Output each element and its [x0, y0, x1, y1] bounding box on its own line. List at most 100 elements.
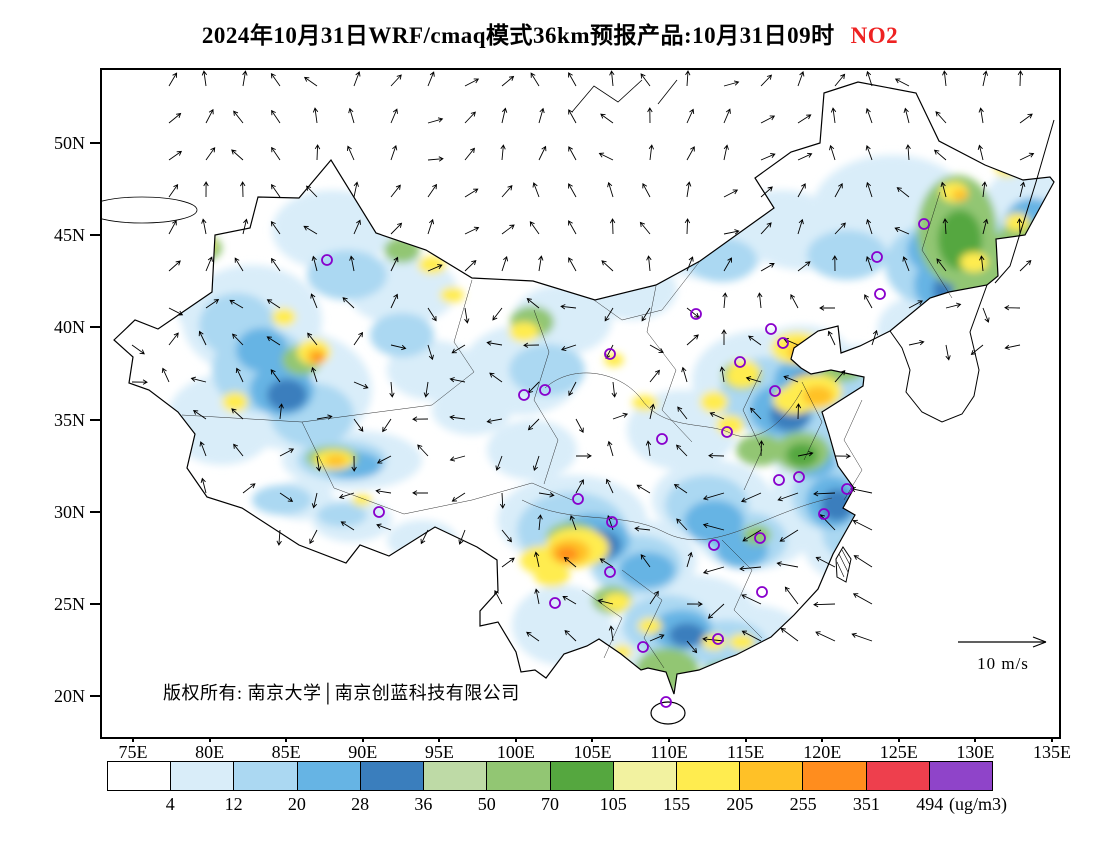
wind-arrow — [797, 451, 814, 457]
wind-arrow — [390, 222, 403, 235]
lon-label-130E: 130E — [956, 742, 995, 762]
wind-arrow — [353, 331, 364, 346]
wind-arrow — [451, 344, 466, 354]
plot-title: 2024年10月31日WRF/cmaq模式36km预报产品:10月31日09时 N… — [0, 16, 1100, 50]
wind-arrow — [675, 444, 688, 457]
wind-arrow — [412, 416, 429, 422]
wind-arrow — [310, 293, 318, 309]
lat-tick — [90, 419, 100, 421]
wind-arrow — [500, 144, 506, 161]
wind-arrow — [813, 491, 836, 497]
wind-arrow — [131, 379, 148, 385]
wind-scale-legend: 10 m/s — [948, 634, 1058, 674]
wind-arrow — [970, 344, 984, 355]
wind-arrow — [560, 344, 577, 352]
wind-arrow — [676, 518, 688, 531]
wind-arrow — [677, 406, 688, 420]
wind-arrow — [168, 307, 184, 316]
wind-arrow — [790, 294, 799, 309]
wind-arrow — [266, 299, 281, 309]
wind-arrow — [534, 588, 540, 605]
wind-arrow — [609, 218, 616, 235]
wind-arrow — [851, 632, 873, 642]
wind-arrow — [723, 144, 729, 161]
taiwan-hatch — [836, 549, 851, 578]
colorbar-segment-11 — [803, 762, 867, 790]
lon-label-100E: 100E — [496, 742, 535, 762]
colorbar-segment-7 — [550, 762, 614, 790]
wind-arrow — [231, 408, 244, 420]
wind-arrow — [499, 492, 506, 509]
wind-arrow — [449, 414, 466, 421]
wind-arrow — [745, 376, 762, 383]
wind-arrow — [649, 369, 660, 383]
wind-arrow — [894, 78, 910, 87]
wind-arrow — [235, 367, 244, 383]
wind-arrow — [353, 381, 369, 389]
wind-arrow — [815, 556, 836, 568]
wind-arrow — [832, 255, 838, 272]
colorbar-segment-4 — [360, 762, 425, 790]
wind-arrow — [205, 147, 216, 161]
wind-arrow — [813, 601, 836, 608]
wind-arrow — [390, 74, 402, 87]
wind-arrow — [533, 551, 540, 568]
wind-arrow — [740, 492, 762, 503]
wind-arrow — [760, 222, 772, 235]
wind-arrow — [612, 412, 629, 420]
wind-arrow — [464, 307, 470, 324]
wind-arrow — [346, 145, 355, 161]
city-marker — [777, 337, 789, 349]
wind-arrow — [538, 145, 547, 161]
wind-arrow — [234, 257, 244, 272]
coastlines-and-borders — [102, 79, 1055, 725]
wind-arrow — [382, 418, 392, 433]
wind-arrow — [649, 590, 659, 605]
wind-arrow — [168, 220, 177, 235]
wind-arrow — [894, 227, 910, 235]
wind-arrow — [707, 603, 725, 619]
wind-arrow — [1004, 344, 1021, 350]
city-marker — [721, 426, 733, 438]
colorbar-unit: (ug/m3) — [949, 794, 1007, 814]
wind-arrow — [530, 72, 540, 87]
city-marker — [321, 254, 333, 266]
city-marker — [918, 218, 930, 230]
wind-arrow — [562, 595, 577, 605]
wind-arrow — [279, 492, 294, 502]
wind-arrow — [866, 218, 873, 235]
lat-tick — [90, 234, 100, 236]
china-map — [102, 70, 1055, 725]
wind-arrow — [797, 114, 812, 124]
wind-arrow — [390, 184, 401, 198]
wind-arrow — [829, 144, 836, 161]
wind-arrow — [390, 293, 399, 309]
city-marker — [604, 566, 616, 578]
wind-arrow — [977, 144, 984, 161]
lat-label-50N: 50N — [54, 133, 85, 153]
lon-label-95E: 95E — [424, 742, 454, 762]
wind-arrow — [908, 339, 925, 346]
wind-arrow — [458, 529, 466, 545]
wind-arrow — [702, 566, 725, 575]
wind-arrow — [686, 334, 699, 346]
wind-arrow — [568, 381, 577, 397]
wind-arrow — [192, 409, 207, 420]
wind-arrow — [427, 264, 443, 272]
wind-arrow — [982, 70, 989, 87]
lon-label-105E: 105E — [573, 742, 612, 762]
wind-arrow — [353, 219, 361, 235]
wind-arrow — [309, 529, 318, 545]
wind-arrow — [495, 455, 503, 471]
wind-arrow — [376, 523, 392, 531]
wind-arrow — [303, 225, 318, 235]
map-frame — [100, 68, 1061, 739]
wind-arrow — [834, 453, 851, 459]
wind-arrow — [648, 144, 655, 161]
wind-arrow — [865, 107, 873, 124]
wind-arrow — [568, 220, 577, 235]
city-marker — [712, 633, 724, 645]
wind-arrow — [575, 479, 584, 494]
wind-arrow — [427, 344, 434, 361]
wind-arrow — [760, 186, 773, 198]
